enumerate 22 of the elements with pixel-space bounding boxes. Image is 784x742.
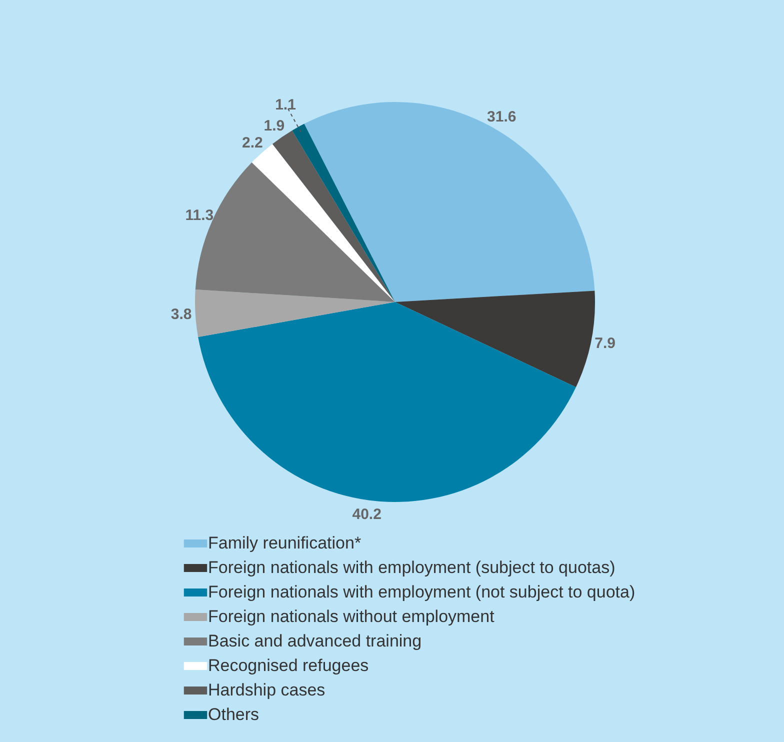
data-label: 40.2	[352, 506, 382, 524]
legend-label: Foreign nationals without employment	[208, 607, 495, 626]
legend-label: Hardship cases	[208, 680, 326, 700]
pie-slice	[304, 102, 595, 302]
data-label: 7.9	[594, 334, 616, 352]
data-label: 31.6	[487, 108, 516, 126]
data-label: 1.1	[275, 96, 296, 114]
legend-label: Basic and advanced training	[208, 632, 422, 650]
pie-slice	[272, 130, 395, 302]
pie-slice	[292, 124, 395, 302]
legend-label: Recognised refugees	[208, 656, 369, 675]
legend-label: Foreign nationals with employment (not subject to quota)	[208, 582, 636, 602]
data-label: 2.2	[242, 134, 263, 152]
pie-slice	[198, 302, 576, 502]
pie-slice	[195, 289, 395, 338]
legend-label: Others	[208, 705, 260, 724]
data-label: 3.8	[170, 306, 192, 324]
legend-label: Family reunification*	[208, 534, 362, 552]
legend-label: Foreign nationals with employment (subject to quotas)	[208, 558, 616, 577]
pie-slice	[395, 290, 595, 388]
data-label: 1.9	[264, 117, 285, 134]
data-label: 11.3	[185, 207, 214, 224]
